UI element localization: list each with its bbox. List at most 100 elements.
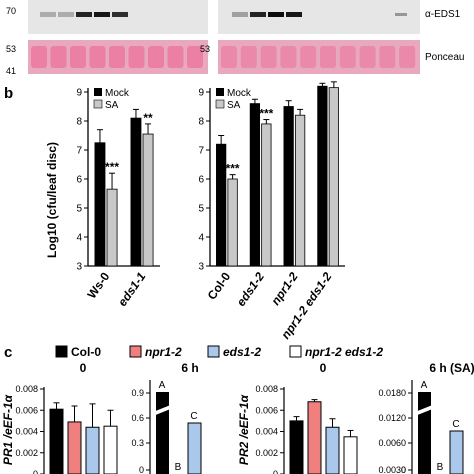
chart-c-pr1-6h: 0.9 0.6 0.3 0 6 h A B C: [131, 361, 202, 474]
legend-label-sa: SA: [227, 100, 241, 111]
y-tick-label: 0.002: [15, 448, 38, 458]
band-left-4: [94, 12, 110, 17]
band-right-4: [286, 12, 302, 17]
legend-label-c: npr1-2 eds1-2: [305, 345, 383, 359]
bar-eds1-2: [325, 426, 340, 474]
band-left-5: [112, 12, 128, 17]
bar-mock: [317, 85, 328, 267]
ponceau-lane-left-5: [109, 46, 125, 68]
bar-npr1-2: [307, 401, 322, 474]
ylabel-pr2: PR2 /eEF-1α: [237, 394, 251, 465]
chart-c-pr1-0: 0.008 0.006 0.004 0.002 0 0: [15, 361, 118, 474]
significance-stars: ***: [259, 107, 273, 121]
y-tick-label: 0.004: [255, 427, 278, 437]
y-tick-label: 0.002: [255, 448, 278, 458]
legend-swatch-sa: [215, 99, 225, 109]
mw-41-left: 41: [6, 66, 16, 76]
bar-sa: [261, 123, 272, 267]
ponceau-lane-right-9: [379, 46, 396, 68]
label-ponceau: Ponceau: [425, 52, 464, 63]
letter-b: B: [175, 462, 182, 473]
legend-swatch-c: [129, 345, 142, 358]
y-tick-label: 8: [198, 117, 204, 128]
y-tick-label: 0.008: [255, 384, 278, 394]
ponceau-lane-left-4: [89, 46, 106, 68]
ylabel-pr1: PR1 /eEF-1α: [1, 394, 15, 465]
y-tick-label: 7: [76, 146, 82, 157]
ponceau-lane-left-1: [31, 46, 47, 68]
x-tick-label: Col-0: [205, 269, 234, 302]
bar-sa: [328, 87, 339, 267]
y-tick-label: 0.004: [15, 427, 38, 437]
bar-sa: [294, 114, 306, 267]
significance-stars: ***: [105, 160, 119, 174]
subplot-title: 6 h (SA): [429, 361, 474, 375]
bar-eds1-2: [85, 426, 100, 474]
y-tick-label: 0: [401, 465, 406, 474]
ponceau-lane-left-2: [50, 46, 67, 68]
y-tick-label: 0.0030: [378, 465, 406, 474]
bar-eds1-2: [449, 430, 464, 474]
y-tick-label: 0: [273, 469, 278, 474]
ponceau-lane-right-6: [320, 46, 336, 68]
bar-mock: [216, 143, 227, 267]
y-tick-label: 6: [76, 175, 82, 186]
ponceau-lane-right-8: [359, 46, 376, 68]
band-left-1: [40, 12, 56, 17]
band-right-2: [250, 12, 266, 17]
bar-sa: [227, 178, 238, 267]
letter-c: C: [452, 419, 459, 430]
x-tick-label: eds1-2: [234, 269, 267, 308]
letter-a: A: [421, 380, 428, 391]
legend-swatch-mock: [216, 88, 224, 96]
panel-b-ylabel: Log10 (cfu/leaf disc): [45, 142, 59, 258]
band-right-3: [268, 12, 284, 17]
legend-c: Col-0 npr1-2 eds1-2 npr1-2 eds1-2: [55, 345, 383, 359]
band-right-1: [232, 12, 248, 17]
x-tick-label: npr1-2: [268, 269, 301, 307]
y-tick-label: 9: [198, 88, 204, 99]
ponceau-lane-right-4: [280, 46, 297, 68]
x-tick-label: Ws-0: [85, 269, 113, 301]
legend-label-sa: SA: [105, 100, 119, 111]
bar-npr1-2-eds1-2: [103, 425, 118, 474]
y-tick-label: 0.0060: [378, 438, 406, 448]
ponceau-lane-left-3: [70, 46, 86, 68]
axis-break-mark: [415, 404, 435, 416]
y-tick-label: 0: [33, 469, 38, 474]
panel-c-letter: c: [4, 344, 12, 361]
y-tick-label: 8: [76, 117, 82, 128]
y-tick-label: 6: [198, 175, 204, 186]
y-tick-label: 0.008: [15, 384, 38, 394]
subplot-title: 6 h: [181, 361, 198, 375]
bar-eds1-2: [187, 422, 202, 474]
legend-label-mock: Mock: [227, 88, 252, 99]
ponceau-bands: [31, 46, 416, 68]
y-tick-label: 0.3: [131, 438, 144, 448]
bar-npr1-2: [67, 421, 82, 474]
bar-npr1-2-eds1-2: [343, 436, 358, 474]
blot-bands: [40, 12, 407, 17]
legend-swatch-c: [289, 345, 302, 358]
significance-stars: ***: [226, 162, 240, 176]
y-tick-label: 7: [198, 146, 204, 157]
ponceau-lane-right-5: [300, 46, 317, 68]
letter-b: B: [437, 462, 444, 473]
x-tick-label: eds1-1: [115, 269, 148, 308]
y-tick-label: 0.9: [131, 388, 144, 398]
bar-sa: [106, 188, 118, 267]
legend-swatch-sa: [93, 99, 103, 109]
legend-swatch-mock: [94, 88, 102, 96]
y-tick-label: 9: [76, 88, 82, 99]
legend-label-mock: Mock: [105, 88, 130, 99]
legend-swatch-c: [207, 345, 220, 358]
y-tick-label: 0.0180: [378, 388, 406, 398]
ponceau-lane-left-6: [128, 46, 145, 68]
y-tick-label: 0.6: [131, 413, 144, 423]
bar-mock: [249, 103, 261, 267]
ponceau-lane-right-3: [260, 46, 277, 68]
ponceau-lane-left-9: [187, 46, 203, 68]
